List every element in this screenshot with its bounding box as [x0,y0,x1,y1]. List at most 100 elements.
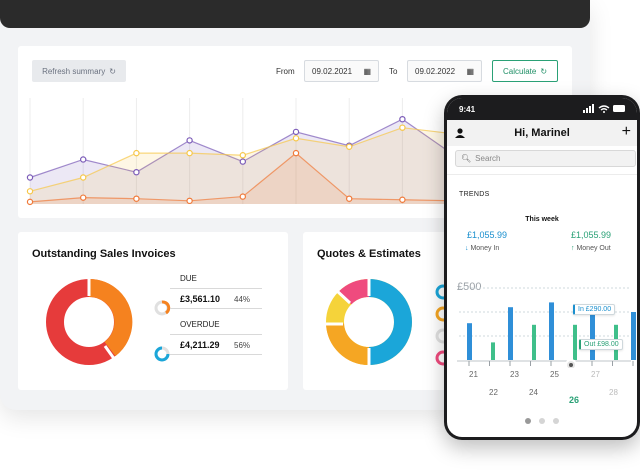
overdue-label: OVERDUE [180,320,220,329]
money-out-label: ↑ Money Out [571,245,611,252]
data-point[interactable] [346,143,353,150]
calendar-icon: ▦ [363,66,371,76]
status-icons [583,104,625,113]
refresh-summary-button[interactable]: Refresh summary ↻ [32,60,126,82]
status-time: 9:41 [459,105,476,114]
quotes-title: Quotes & Estimates [317,248,421,260]
day-label[interactable]: 23 [510,370,519,379]
data-point[interactable] [133,168,140,176]
data-point[interactable] [399,124,406,131]
data-point[interactable] [26,174,34,181]
greeting: Hi, Marinel [514,127,570,139]
add-icon[interactable]: + [621,123,631,140]
calendar-icon: ▦ [466,66,474,76]
window-top-bar [0,0,590,28]
data-point[interactable] [292,149,300,157]
overdue-percent: 56% [234,341,251,350]
data-point[interactable] [239,152,246,159]
divider [170,334,262,335]
phone-screen: 9:41 Hi, Marinel + [447,98,637,437]
due-percent: 44% [234,295,251,304]
data-point[interactable] [133,149,140,157]
divider [170,288,262,289]
invoices-donut [46,278,133,365]
page-dot[interactable] [539,418,545,424]
data-point[interactable] [186,137,193,144]
search-input[interactable]: 🔍︎ Search [455,150,636,167]
from-date-field[interactable]: 09.02.2021 ▦ [304,60,379,82]
refresh-icon: ↻ [109,66,116,76]
trends-bar-chart [457,287,636,368]
calculate-button[interactable]: Calculate ↻ [492,60,558,82]
series-area [30,127,562,204]
divider [447,174,637,175]
data-point[interactable] [79,156,87,163]
data-point[interactable] [292,135,300,142]
series-area [30,119,562,204]
user-icon[interactable] [455,128,465,138]
quotes-segment [326,322,370,366]
divider [170,354,262,355]
money-out-label-text: Money Out [576,245,611,252]
money-out-bar[interactable] [491,342,495,360]
money-out-bar[interactable] [573,324,577,360]
money-out-amount: £1,055.99 [571,230,612,240]
due-amount: £3,561.10 [180,294,221,304]
quotes-donut [326,279,412,366]
day-label[interactable]: 24 [529,388,538,397]
money-in-bar[interactable] [549,302,554,360]
page-indicator [447,418,637,424]
money-out-bar[interactable] [532,324,536,360]
data-point[interactable] [133,195,140,202]
money-in-amount: £1,055.99 [467,230,508,240]
money-in-bar[interactable] [590,304,595,360]
from-date-value: 09.02.2021 [312,66,353,76]
data-point[interactable] [79,174,87,181]
data-point[interactable] [399,196,406,203]
page-dot[interactable] [553,418,559,424]
money-in-bar[interactable] [631,312,636,360]
trends-label: TRENDS [459,191,490,198]
arrow-up-icon: ↑ [571,245,575,252]
data-point[interactable] [186,149,193,157]
day-label[interactable]: 28 [609,388,618,397]
data-point[interactable] [186,197,193,205]
invoices-title: Outstanding Sales Invoices [32,248,176,260]
money-in-bar[interactable] [508,307,513,360]
from-label: From [276,67,295,76]
data-point[interactable] [292,128,300,136]
week-label: This week [525,216,559,223]
day-label[interactable]: 25 [550,370,559,379]
quotes-segment [338,279,370,305]
due-segment [88,278,133,357]
money-in-tooltip: In £290.00 [573,304,616,315]
overdue-mini-donut-icon [154,346,170,362]
status-bar: 9:41 [447,98,637,120]
page-dot[interactable] [525,418,531,424]
data-point[interactable] [239,158,246,165]
calculate-label: Calculate [502,66,537,76]
invoices-card: Outstanding Sales Invoices DUE £3,561.10… [18,232,288,390]
day-label[interactable]: 27 [591,370,600,379]
y-axis-label: £500 [457,281,482,293]
to-date-field[interactable]: 09.02.2022 ▦ [407,60,482,82]
data-point[interactable] [399,116,406,123]
to-label: To [389,67,398,76]
money-in-label-text: Money In [470,245,500,252]
data-point[interactable] [26,188,34,195]
to-date-value: 09.02.2022 [415,66,456,76]
search-placeholder: Search [475,154,501,163]
day-label[interactable]: 21 [469,370,478,379]
data-point[interactable] [346,195,353,202]
overdue-amount: £4,211.29 [180,340,220,350]
due-label: DUE [180,274,197,283]
selected-day-label[interactable]: 26 [569,395,580,405]
data-point[interactable] [26,198,34,206]
refresh-icon: ↻ [540,66,548,76]
day-label[interactable]: 22 [489,388,498,397]
data-point[interactable] [239,193,246,200]
data-point[interactable] [79,194,87,201]
quotes-mini-icons [435,284,445,366]
money-in-bar[interactable] [467,323,472,360]
app-header: Hi, Marinel + [447,120,637,146]
